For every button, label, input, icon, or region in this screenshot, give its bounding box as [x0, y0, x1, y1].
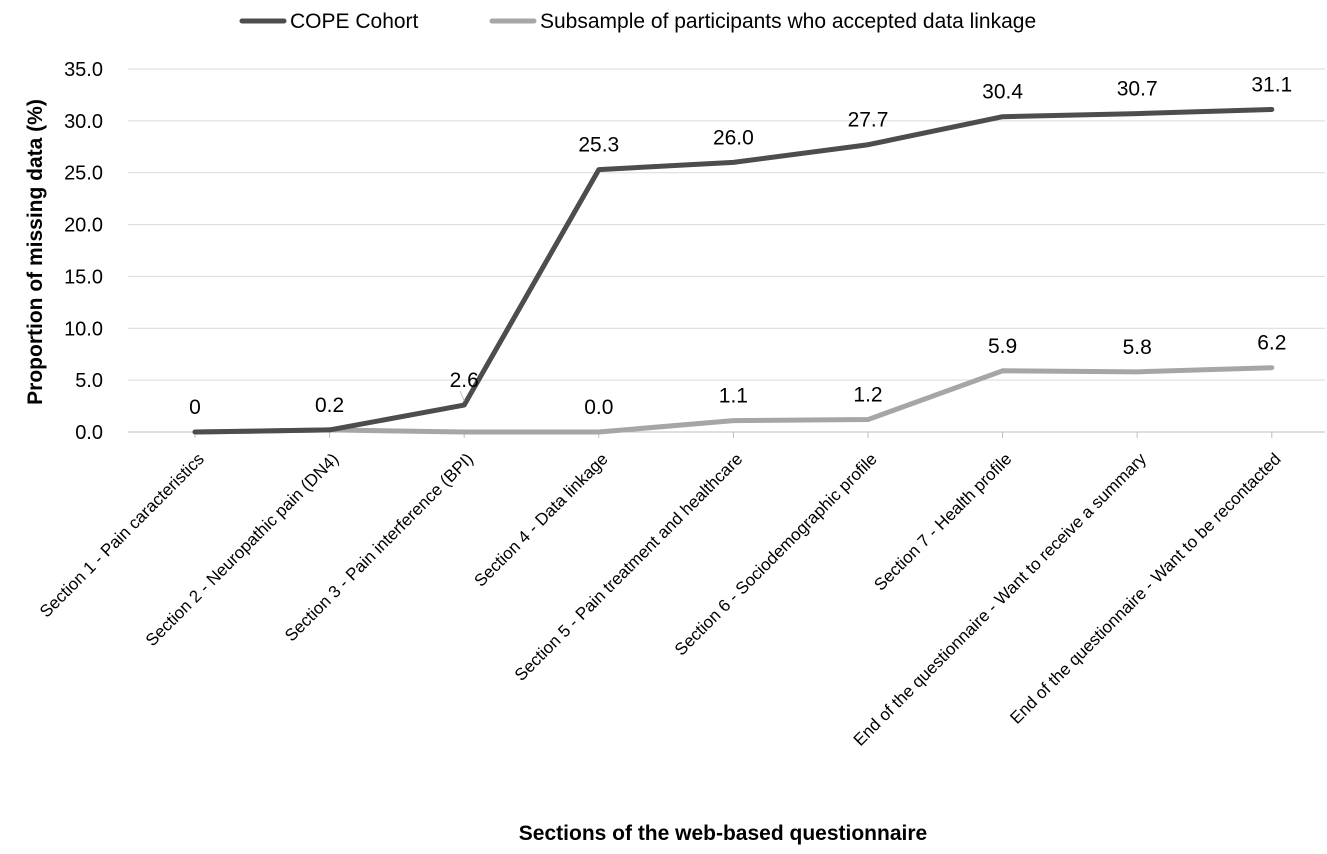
x-tick-label: Section 7 - Health profile [870, 449, 1015, 594]
legend: COPE Cohort Subsample of participants who… [242, 10, 1036, 33]
data-label-leader [460, 391, 464, 401]
y-tick-label: 0.0 [75, 422, 103, 444]
x-tick-label: Section 4 - Data linkage [471, 449, 612, 590]
data-label-series-1: 1.2 [853, 384, 882, 407]
x-tick-label: End of the questionnaire - Want to recei… [850, 449, 1151, 750]
legend-label: COPE Cohort [290, 10, 419, 33]
y-tick-label: 30.0 [64, 111, 103, 133]
data-labels: 0 0.2 2.6 25.3 26.0 27.7 30.4 30.7 31.1 0.0 1.1 1.2… [189, 73, 1292, 419]
y-tick-label: 5.0 [75, 370, 103, 392]
y-tick-label: 35.0 [64, 59, 103, 81]
data-label-series-0: 26.0 [713, 126, 754, 149]
data-label-series-0: 0 [189, 396, 201, 419]
data-label-series-0: 25.3 [578, 134, 619, 157]
data-label-series-0: 30.7 [1117, 78, 1158, 101]
data-label-series-1: 0.0 [584, 396, 613, 419]
data-label-series-1: 5.8 [1123, 336, 1152, 359]
data-label-series-0: 30.4 [982, 81, 1023, 104]
y-tick-label: 25.0 [64, 163, 103, 185]
legend-label: Subsample of participants who accepted d… [540, 10, 1036, 33]
y-tick-label: 15.0 [64, 266, 103, 288]
data-label-series-1: 6.2 [1257, 332, 1286, 355]
x-axis-title: Sections of the web-based questionnaire [519, 822, 927, 845]
x-tick-label: End of the questionnaire - Want to be re… [1006, 449, 1284, 727]
x-tick-label: Section 5 - Pain treatment and healthcar… [511, 449, 746, 684]
data-label-series-0: 31.1 [1251, 73, 1292, 96]
gridlines [128, 69, 1325, 438]
y-tick-label: 20.0 [64, 215, 103, 237]
data-label-series-0: 0.2 [315, 394, 344, 417]
data-label-series-1: 5.9 [988, 335, 1017, 358]
data-label-series-0: 27.7 [848, 109, 889, 132]
data-label-series-1: 1.1 [719, 385, 748, 408]
y-tick-labels: 0.0 5.0 10.0 15.0 20.0 25.0 30.0 35.0 [64, 59, 103, 444]
y-tick-label: 10.0 [64, 318, 103, 340]
y-axis-title: Proportion of missing data (%) [24, 99, 47, 405]
data-label-series-0: 2.6 [450, 369, 479, 392]
